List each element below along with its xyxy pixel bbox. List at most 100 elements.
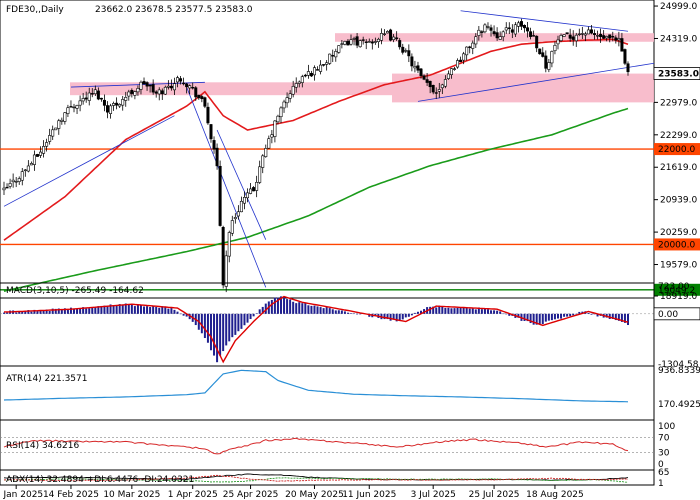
- macd-bar: [578, 311, 581, 314]
- macd-bar: [553, 313, 556, 320]
- candle-body: [413, 66, 417, 69]
- candle-body: [611, 36, 615, 38]
- candle-body: [185, 83, 189, 88]
- macd-bar: [203, 313, 206, 339]
- candle-body: [373, 41, 377, 43]
- macd-bar: [441, 306, 444, 314]
- macd-bar: [529, 313, 532, 324]
- candle-body: [72, 106, 76, 109]
- trend-line: [216, 129, 267, 240]
- candle-body: [172, 83, 176, 91]
- macd-bar: [124, 303, 127, 314]
- candle-body: [176, 77, 180, 83]
- macd-bar: [261, 306, 264, 314]
- candle-body: [160, 90, 164, 95]
- macd-bar: [477, 307, 480, 314]
- candle-body: [343, 41, 347, 45]
- x-tick-label: 10 Mar 2025: [103, 490, 160, 500]
- macd-bar: [471, 308, 474, 314]
- macd-bar: [596, 313, 599, 317]
- macd-bar: [283, 297, 286, 314]
- macd-bar: [566, 313, 569, 317]
- macd-bar: [502, 313, 505, 315]
- macd-bar: [404, 313, 407, 318]
- candle-body: [541, 52, 545, 57]
- candle-body: [419, 68, 423, 76]
- candle-body: [285, 97, 289, 104]
- adx-tick-label: 65: [658, 468, 669, 478]
- candle-body: [605, 36, 609, 39]
- macd-bar: [161, 306, 164, 314]
- macd-bar: [85, 308, 88, 314]
- candle-body: [42, 146, 46, 154]
- candle-body: [66, 107, 70, 114]
- macd-bar: [346, 312, 349, 314]
- candle-body: [303, 74, 307, 77]
- candle-body: [39, 151, 43, 156]
- macd-bar: [392, 313, 395, 320]
- candle-body: [267, 138, 271, 149]
- candle-body: [434, 92, 438, 94]
- level-price-tag: [654, 143, 700, 156]
- macd-bar: [54, 308, 57, 314]
- candle-body: [471, 42, 475, 49]
- candle-body: [51, 129, 55, 137]
- y-tick-label: 22299.0: [660, 131, 697, 141]
- macd-bar: [328, 308, 331, 314]
- candle-body: [328, 53, 332, 64]
- candle-body: [5, 186, 9, 189]
- candle-body: [75, 105, 79, 109]
- candle-body: [142, 81, 146, 84]
- candle-body: [544, 55, 548, 69]
- level-price-label: 20000.0: [658, 240, 695, 250]
- macd-bar: [24, 311, 27, 314]
- macd-bar: [389, 313, 392, 321]
- macd-bar: [623, 313, 626, 323]
- candle-body: [233, 217, 237, 220]
- candle-body: [501, 31, 505, 38]
- candle-body: [620, 38, 624, 52]
- rsi-tick-label: 70: [658, 433, 670, 443]
- candle-body: [316, 69, 320, 71]
- macd-bar: [544, 313, 547, 322]
- candle-body: [163, 86, 167, 95]
- rsi-tick-label: 100: [658, 422, 675, 432]
- macd-bar: [383, 313, 386, 320]
- macd-bar: [82, 307, 85, 314]
- y-tick-label: 20259.0: [660, 228, 697, 238]
- macd-bar: [407, 313, 410, 317]
- candle-body: [626, 63, 630, 73]
- candle-body: [270, 134, 274, 138]
- candle-body: [556, 39, 560, 45]
- macd-bar: [505, 313, 508, 315]
- candle-body: [407, 50, 411, 57]
- candle-body: [331, 55, 335, 57]
- macd-bar: [33, 309, 36, 314]
- macd-bar: [289, 299, 292, 314]
- candle-body: [550, 51, 554, 64]
- macd-bar: [225, 313, 228, 346]
- macd-bar: [483, 308, 486, 314]
- macd-bar: [432, 306, 435, 314]
- candle-body: [151, 84, 155, 93]
- macd-bar: [350, 313, 353, 314]
- macd-bar: [112, 305, 115, 314]
- macd-bar: [316, 306, 319, 314]
- candle-body: [364, 41, 368, 43]
- macd-bar: [219, 313, 222, 356]
- macd-bar: [155, 306, 158, 314]
- candle-body: [596, 35, 600, 37]
- candle-body: [614, 37, 618, 41]
- macd-bar: [103, 305, 106, 314]
- trend-line: [3, 115, 175, 207]
- macd-bar: [526, 313, 529, 322]
- macd-bar: [66, 309, 69, 314]
- candle-body: [325, 62, 329, 65]
- candle-body: [124, 97, 128, 101]
- macd-bar: [69, 307, 72, 314]
- last-price-tag: [653, 67, 700, 80]
- candle-body: [57, 120, 61, 129]
- candle-body: [367, 41, 371, 43]
- macd-bar: [563, 313, 566, 317]
- candle-body: [562, 34, 566, 37]
